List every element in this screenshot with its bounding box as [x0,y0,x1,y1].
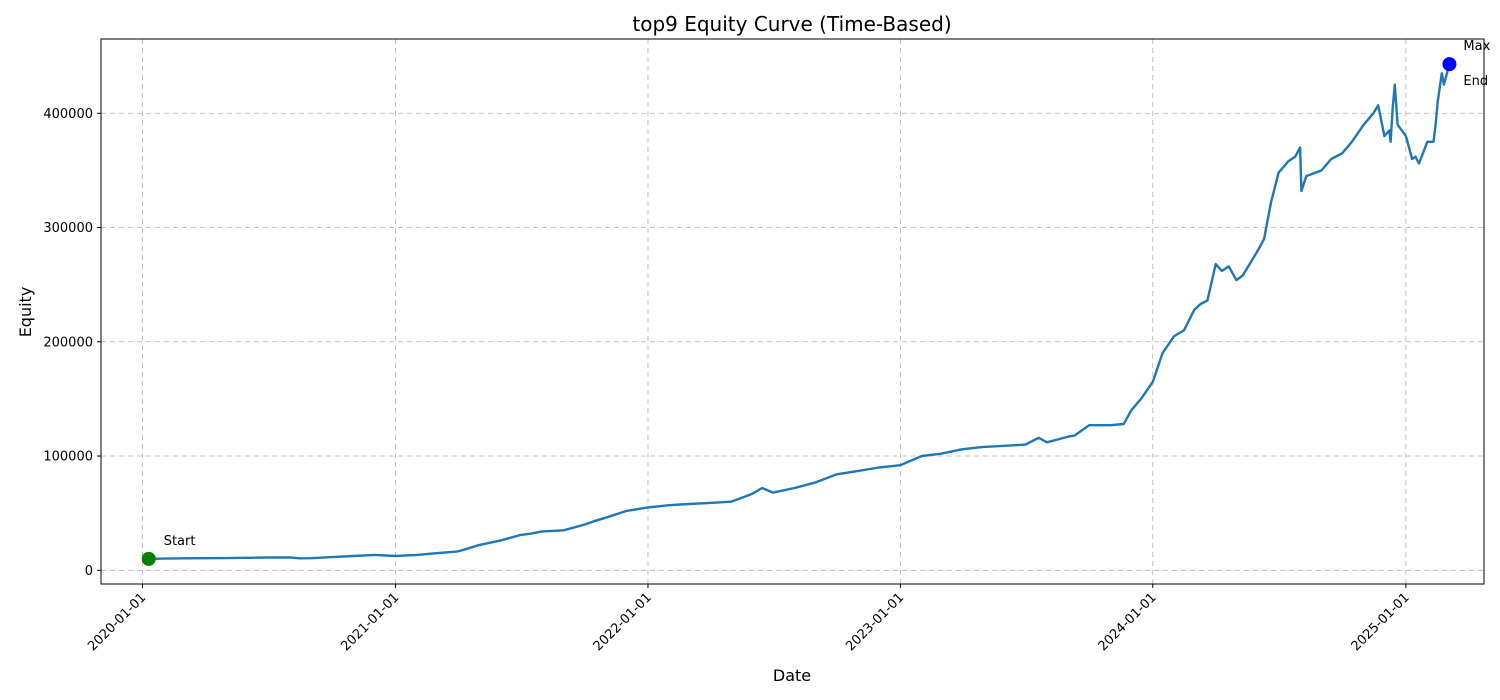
start-annotation: Start [164,534,196,549]
x-tick-label: 2021-01-01 [338,590,402,654]
y-tick-label: 0 [85,564,93,579]
x-tick-label: 2023-01-01 [843,590,907,654]
y-axis-title: Equity [16,287,35,338]
start-marker [141,551,156,566]
series-layer [147,62,1451,561]
x-tick-label: 2025-01-01 [1349,590,1413,654]
y-axis: 0 100000 200000 300000 400000 [43,107,101,579]
end-annotation: End [1463,74,1488,89]
max-annotation: Max [1463,39,1490,54]
equity-series-line [147,62,1451,561]
grid-layer [101,39,1484,584]
x-axis: 2020-01-01 2021-01-01 2022-01-01 2023-01-01… [85,584,1413,654]
chart-title: top9 Equity Curve (Time-Based) [632,12,951,36]
y-tick-label: 200000 [43,335,93,350]
plot-frame [100,38,1485,585]
x-tick-label: 2020-01-01 [85,590,149,654]
y-tick-label: 400000 [43,107,93,122]
y-tick-label: 100000 [43,450,93,465]
x-tick-label: 2024-01-01 [1096,590,1160,654]
x-tick-label: 2022-01-01 [591,590,655,654]
marker-layer: Start Max End [141,39,1491,566]
max-marker [1442,57,1457,72]
x-axis-title: Date [773,666,811,685]
y-tick-label: 300000 [43,221,93,236]
